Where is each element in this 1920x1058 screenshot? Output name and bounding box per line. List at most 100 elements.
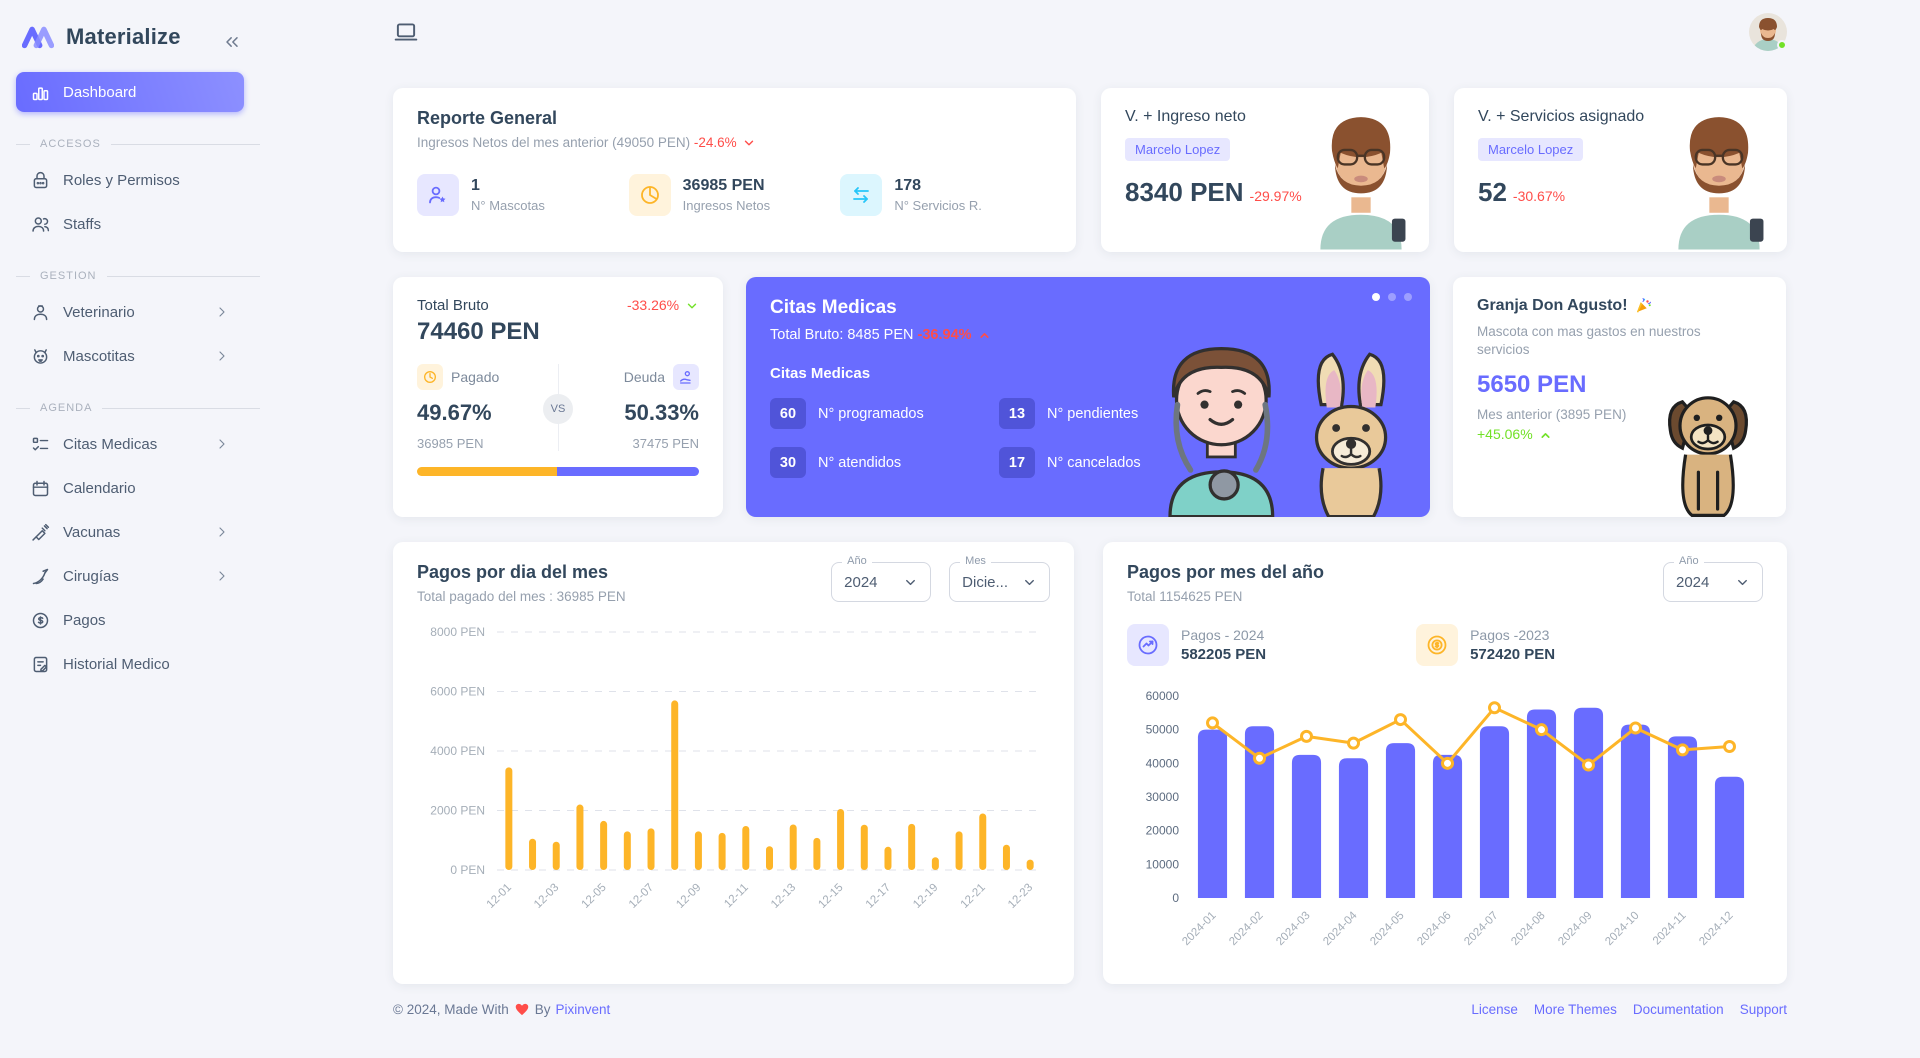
sidebar-item-cirugias[interactable]: Cirugías bbox=[16, 556, 244, 596]
select-value: 2024 bbox=[844, 573, 878, 591]
legend-pagos-2024: Pagos - 2024 582205 PEN bbox=[1127, 624, 1266, 666]
vet-and-dog-illustration bbox=[1114, 311, 1394, 517]
carousel-dot-1[interactable] bbox=[1372, 293, 1380, 301]
svg-text:2024-01: 2024-01 bbox=[1180, 910, 1218, 948]
copyright-text: © 2024, Made With bbox=[393, 1002, 509, 1017]
pagos-dia-card: Pagos por dia del mes Total pagado del m… bbox=[393, 542, 1074, 984]
footer: © 2024, Made With By Pixinvent License M… bbox=[393, 1002, 1787, 1017]
previous-month-value: Mes anterior (3895 PEN) bbox=[1477, 407, 1627, 423]
chevron-right-icon bbox=[214, 348, 230, 364]
card-subtitle: Ingresos Netos del mes anterior (49050 P… bbox=[417, 135, 1052, 150]
legend-pagos-2023: Pagos -2023 572420 PEN bbox=[1416, 624, 1555, 666]
svg-text:12-17: 12-17 bbox=[864, 882, 893, 911]
sidebar-item-calendario[interactable]: Calendario bbox=[16, 468, 244, 508]
svg-text:2024-12: 2024-12 bbox=[1697, 910, 1735, 948]
hand-coin-icon bbox=[673, 364, 699, 390]
sidebar-item-dashboard[interactable]: Dashboard bbox=[16, 72, 244, 112]
online-status-dot bbox=[1777, 40, 1787, 50]
carousel-dot-3[interactable] bbox=[1404, 293, 1412, 301]
deuda-progress bbox=[557, 467, 699, 476]
card-value: 5650 PEN bbox=[1477, 371, 1587, 399]
card-title: Total Bruto bbox=[417, 297, 489, 314]
svg-text:12-19: 12-19 bbox=[911, 882, 940, 911]
select-label: Año bbox=[842, 555, 872, 567]
stat-label: Ingresos Netos bbox=[682, 198, 771, 214]
chevron-down-icon bbox=[903, 575, 918, 590]
sidebar-item-label: Vacunas bbox=[63, 523, 121, 541]
deuda-amount: 37475 PEN bbox=[632, 436, 700, 451]
sidebar-item-label: Pagos bbox=[63, 611, 106, 629]
stat-mascotas: 1 N° Mascotas bbox=[417, 174, 629, 217]
support-link[interactable]: Support bbox=[1739, 1002, 1787, 1017]
svg-text:2024-09: 2024-09 bbox=[1556, 910, 1594, 948]
svg-text:12-07: 12-07 bbox=[627, 882, 656, 911]
svg-text:2024-02: 2024-02 bbox=[1227, 910, 1265, 948]
delta: +45.06% bbox=[1477, 426, 1762, 442]
pagado-label: Pagado bbox=[451, 369, 500, 385]
user-star-icon bbox=[417, 174, 459, 217]
deuda-column: Deuda 50.33% 37475 PEN bbox=[573, 364, 700, 451]
sidebar-item-label: Veterinario bbox=[63, 303, 135, 321]
sidebar-item-label: Calendario bbox=[63, 479, 136, 497]
user-avatar[interactable] bbox=[1749, 13, 1787, 51]
sidebar-collapse-icon[interactable] bbox=[222, 32, 242, 52]
sidebar-item-vacunas[interactable]: Vacunas bbox=[16, 512, 244, 552]
month-select[interactable]: Mes Dicie... bbox=[949, 555, 1050, 602]
ingreso-neto-card: V. + Ingreso neto Marcelo Lopez 8340 PEN… bbox=[1101, 88, 1429, 252]
documentation-link[interactable]: Documentation bbox=[1632, 1002, 1724, 1017]
citas-section-title: Citas Medicas bbox=[770, 365, 871, 382]
deuda-label: Deuda bbox=[623, 369, 665, 385]
chevron-down-icon[interactable] bbox=[742, 136, 756, 150]
chevron-right-icon bbox=[214, 304, 230, 320]
granja-card: Granja Don Agusto! Mascota con mas gasto… bbox=[1453, 277, 1786, 517]
activity-circle-icon bbox=[1127, 624, 1169, 666]
svg-text:2024-07: 2024-07 bbox=[1462, 910, 1500, 948]
svg-text:12-01: 12-01 bbox=[485, 882, 514, 911]
svg-text:2024-10: 2024-10 bbox=[1603, 910, 1641, 948]
stat-label: N° Servicios R. bbox=[894, 198, 982, 214]
sidebar-item-roles-y-permisos[interactable]: Roles y Permisos bbox=[16, 160, 244, 200]
citas-stat-pendientes: 13 N° pendientes bbox=[999, 398, 1214, 429]
checklist-icon bbox=[32, 437, 49, 450]
more-themes-link[interactable]: More Themes bbox=[1533, 1002, 1617, 1017]
year-select[interactable]: Año 2024 bbox=[1663, 555, 1763, 602]
card-subtitle: Total pagado del mes : 36985 PEN bbox=[417, 589, 626, 604]
chevron-right-icon bbox=[214, 568, 230, 584]
chevron-down-icon[interactable] bbox=[685, 299, 699, 313]
brand: Materialize bbox=[0, 14, 260, 72]
stat-value: 36985 PEN bbox=[682, 177, 765, 195]
pixinvent-link[interactable]: Pixinvent bbox=[555, 1002, 611, 1017]
sidebar-item-staffs[interactable]: Staffs bbox=[16, 204, 244, 244]
sidebar-item-label: Mascotitas bbox=[63, 347, 135, 365]
svg-text:0: 0 bbox=[1172, 891, 1179, 905]
transfer-arrows-icon bbox=[840, 174, 883, 217]
pagado-deuda-progress bbox=[417, 467, 699, 476]
svg-text:20000: 20000 bbox=[1146, 824, 1180, 838]
pie-chart-icon bbox=[628, 174, 671, 217]
svg-text:12-09: 12-09 bbox=[674, 882, 703, 911]
svg-text:12-15: 12-15 bbox=[816, 882, 845, 911]
sidebar-item-veterinario[interactable]: Veterinario bbox=[16, 292, 244, 332]
sidebar-item-citas-medicas[interactable]: Citas Medicas bbox=[16, 424, 244, 464]
dog-illustration bbox=[1652, 381, 1764, 517]
laptop-icon[interactable] bbox=[393, 19, 419, 45]
license-link[interactable]: License bbox=[1471, 1002, 1518, 1017]
sidebar-item-pagos[interactable]: Pagos bbox=[16, 600, 244, 640]
card-subtitle: Total Bruto: 8485 PEN -36.94% bbox=[770, 327, 1406, 343]
year-select[interactable]: Año 2024 bbox=[831, 555, 932, 602]
top-navbar bbox=[393, 0, 1787, 64]
svg-text:2024-11: 2024-11 bbox=[1651, 910, 1689, 948]
pagado-progress bbox=[417, 467, 558, 476]
lock-icon bbox=[33, 171, 48, 188]
monthly-payments-chart: 0 10000 20000 30000 40000 50000 60000 2024-01 20… bbox=[1127, 680, 1763, 962]
svg-text:50000: 50000 bbox=[1146, 723, 1180, 737]
vs-badge: VS bbox=[543, 394, 573, 425]
carousel-dot-2[interactable] bbox=[1388, 293, 1396, 301]
svg-text:12-05: 12-05 bbox=[579, 882, 608, 911]
carousel-dots bbox=[1372, 293, 1412, 301]
legend-value: 582205 PEN bbox=[1181, 646, 1267, 663]
sidebar-item-historial-medico[interactable]: Historial Medico bbox=[16, 644, 244, 684]
sidebar-item-mascotitas[interactable]: Mascotitas bbox=[16, 336, 244, 376]
servicios-asignado-card: V. + Servicios asignado Marcelo Lopez 52… bbox=[1454, 88, 1787, 252]
delta-value: -24.6% bbox=[693, 135, 737, 150]
